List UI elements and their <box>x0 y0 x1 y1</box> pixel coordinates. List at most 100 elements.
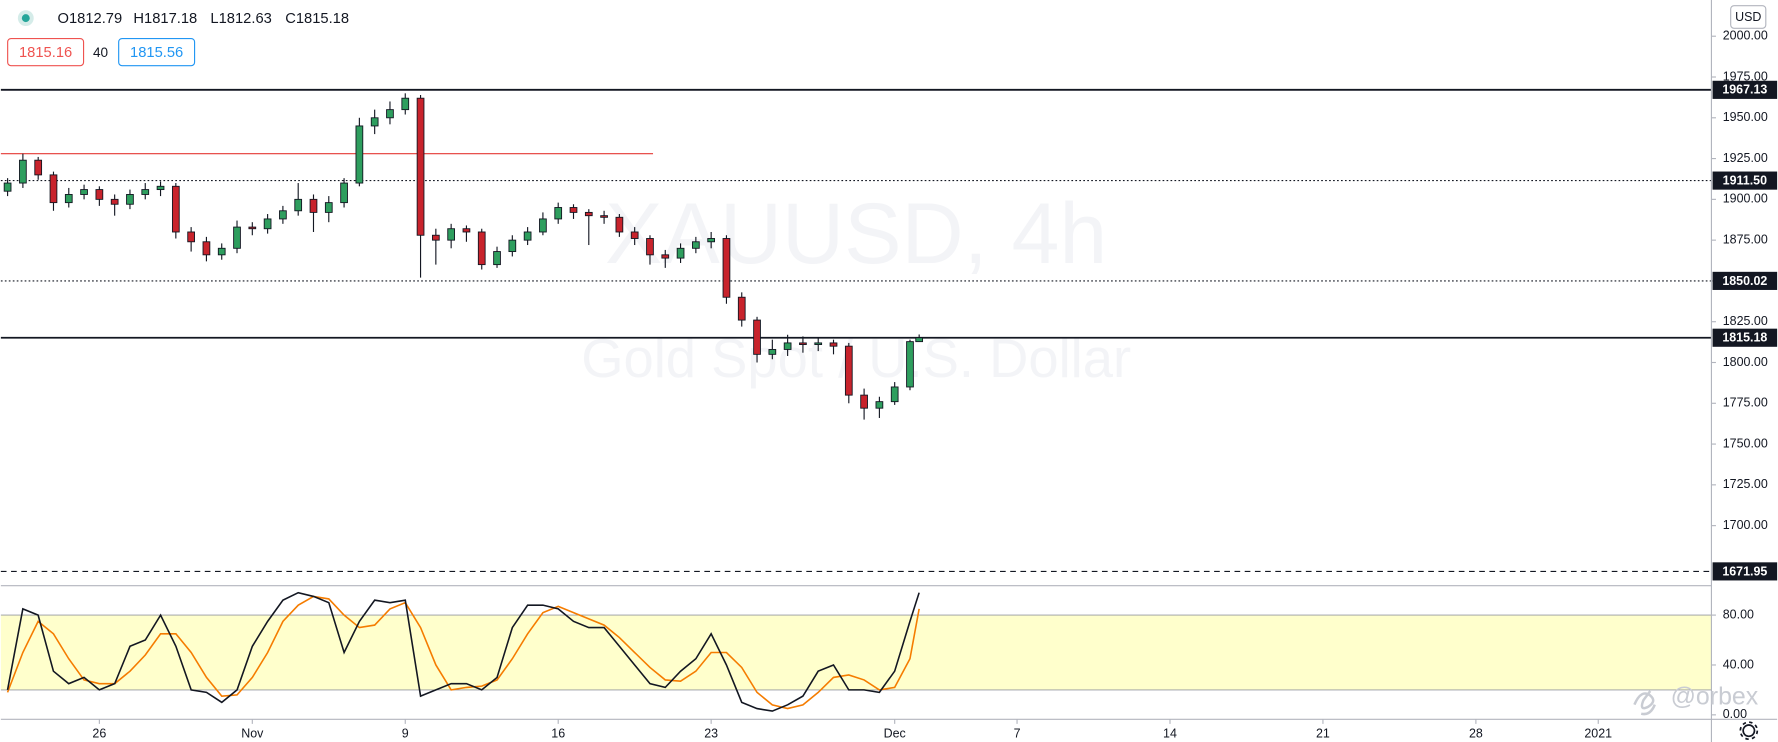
level-label: 1911.50 <box>1723 173 1767 187</box>
ask-box[interactable] <box>118 37 196 67</box>
candle-body <box>915 337 924 343</box>
spread: 40 <box>93 45 109 60</box>
candle-body <box>171 185 180 233</box>
level-label-box <box>1712 80 1778 99</box>
level-label-box <box>1712 562 1778 581</box>
candle-body <box>875 401 884 409</box>
x-tick-label: 16 <box>551 726 565 740</box>
candle-body <box>676 247 685 259</box>
candle-body <box>462 228 471 233</box>
x-tick-label: 23 <box>704 726 718 740</box>
candle-body <box>263 218 272 230</box>
candle-body <box>386 109 394 119</box>
candle-body <box>692 241 700 249</box>
candle-body <box>202 241 211 256</box>
candle-body <box>890 386 899 403</box>
candle-body <box>539 218 547 233</box>
y2-tick-label: 80.00 <box>1723 607 1754 621</box>
candle-body <box>493 251 501 266</box>
stoch-line <box>6 595 920 710</box>
credit: @orbex <box>1671 682 1759 710</box>
candle-body <box>860 394 868 409</box>
y-tick-label: 1950.00 <box>1723 110 1768 124</box>
axes: 1700.00 1725.00 1750.00 1775.00 1800.00 1825.… <box>92 29 1778 740</box>
candle-body <box>768 348 777 355</box>
y-tick-label: 1900.00 <box>1723 192 1768 206</box>
candle-body <box>126 194 134 205</box>
ohlc-open: O1812.79 <box>58 11 123 27</box>
candle-body <box>646 238 654 256</box>
candle-body <box>294 198 303 212</box>
candle-body <box>431 234 440 241</box>
candle-body <box>569 207 578 213</box>
settings-teeth[interactable] <box>1739 721 1759 741</box>
candle-body <box>600 215 608 218</box>
x-tick-label: 7 <box>1014 726 1021 740</box>
candle-body <box>584 211 593 217</box>
candle-body <box>844 345 853 396</box>
candle-body <box>737 296 746 321</box>
level-label: 1967.13 <box>1722 83 1767 97</box>
level-label-box <box>1712 171 1778 190</box>
status-dot <box>21 14 30 23</box>
candle-body <box>64 194 73 204</box>
x-tick-label: 26 <box>92 726 106 740</box>
y-tick-label: 1725.00 <box>1723 477 1768 491</box>
candle-body <box>34 159 43 176</box>
candle-body <box>707 238 716 243</box>
settings[interactable] <box>1739 721 1759 741</box>
stoch-line <box>6 591 920 712</box>
y-tick-label: 1875.00 <box>1723 232 1768 246</box>
candle-body <box>447 228 455 241</box>
ohlc-low: L1812.63 <box>210 11 271 27</box>
currency[interactable]: USD <box>1735 10 1761 24</box>
candle-body <box>279 210 287 220</box>
credit-block: @orbex <box>1633 682 1759 716</box>
y-tick-label: 1825.00 <box>1723 314 1768 328</box>
bid-box[interactable] <box>7 37 85 67</box>
candle-body <box>309 198 318 213</box>
candle-body <box>217 247 226 256</box>
currency-box[interactable] <box>1730 5 1767 29</box>
candle-body <box>508 239 517 253</box>
level-label-box <box>1712 328 1778 347</box>
candle-body <box>753 319 761 355</box>
y-tick-label: 1975.00 <box>1723 69 1768 83</box>
bid-price[interactable]: 1815.16 <box>19 45 72 61</box>
ohlc-high: H1817.18 <box>133 11 197 27</box>
candle-body <box>156 185 165 191</box>
candle-body <box>248 226 257 230</box>
level-label: 1850.02 <box>1722 274 1767 288</box>
ask-price[interactable]: 1815.56 <box>130 45 183 61</box>
candle-body <box>49 174 58 204</box>
candle-body <box>814 342 823 346</box>
level-label: 1671.95 <box>1722 564 1767 578</box>
candle-body <box>19 159 27 184</box>
y-tick-label: 1700.00 <box>1723 518 1768 532</box>
candle-body <box>661 254 670 259</box>
y-tick-label: 1775.00 <box>1723 396 1768 410</box>
y2-tick-label: 40.00 <box>1723 657 1754 671</box>
x-tick-label: 21 <box>1316 726 1330 740</box>
settings-icon[interactable] <box>1742 724 1756 738</box>
candle-body <box>477 231 486 266</box>
watermark-symbol: XAUUSD, 4h <box>605 186 1107 282</box>
candle-body <box>722 238 731 298</box>
x-tick-label: 28 <box>1469 726 1483 740</box>
candle-body <box>783 342 792 350</box>
candle-body <box>416 97 425 236</box>
candle-body <box>355 125 364 184</box>
candle-body <box>324 202 333 213</box>
candle-body <box>554 207 563 220</box>
x-tick-label: 9 <box>402 726 409 740</box>
candle-body <box>95 189 104 200</box>
candle-body <box>799 342 807 346</box>
plot-area <box>0 88 1712 712</box>
candle-body <box>401 97 410 111</box>
candle-body <box>110 198 119 205</box>
x-tick-label: 14 <box>1163 726 1177 740</box>
ohlc-close: C1815.18 <box>285 11 349 27</box>
x-tick-label: 2021 <box>1584 726 1612 740</box>
